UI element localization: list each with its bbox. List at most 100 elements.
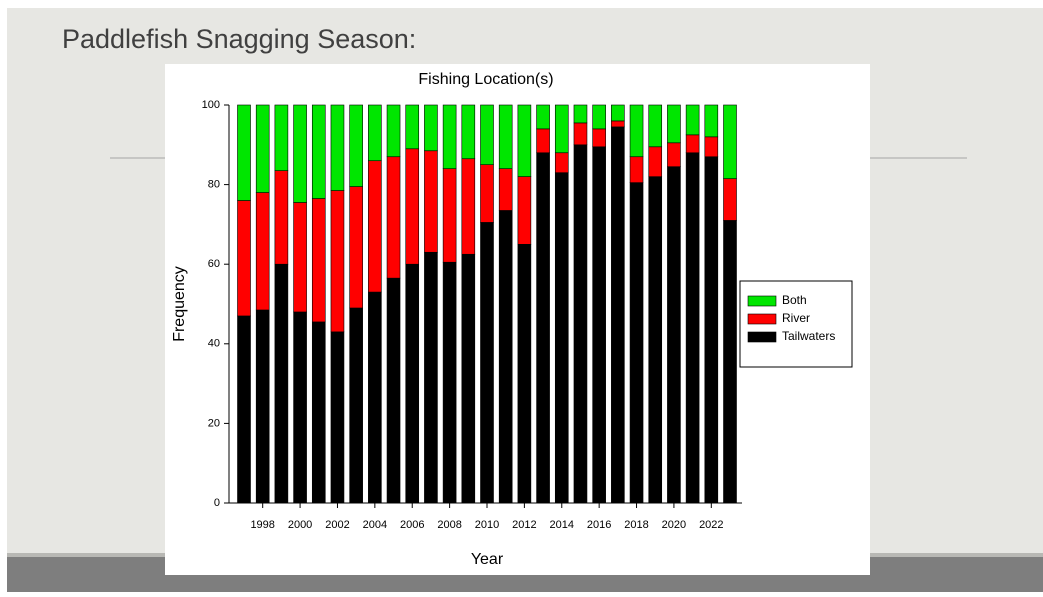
bar-segment (386, 156, 401, 279)
bar-segment (536, 104, 550, 130)
slide-title: Paddlefish Snagging Season: (62, 24, 416, 54)
x-tick-label: 2014 (550, 519, 574, 531)
bar-segment (573, 104, 588, 124)
bar-segment (685, 152, 700, 504)
bar-segment (461, 104, 476, 160)
bar-segment (498, 104, 513, 169)
bar-segment (554, 152, 569, 173)
bar-segment (685, 104, 700, 136)
bar-segment (330, 104, 345, 191)
bar-segment (573, 122, 588, 146)
bar-segment (536, 152, 550, 504)
bar-segment (424, 251, 438, 504)
x-tick-label: 2018 (624, 519, 648, 531)
bar-segment (368, 104, 382, 162)
bar-segment (386, 104, 401, 158)
bar-segment (517, 104, 532, 177)
bar-segment (498, 168, 513, 211)
bar-segment (704, 156, 719, 504)
chart-title: Fishing Location(s) (418, 71, 553, 88)
bar-segment (293, 311, 307, 504)
bar-segment (255, 309, 270, 504)
bar-segment (480, 222, 494, 504)
y-tick-label: 60 (208, 258, 220, 270)
x-tick-label: 2016 (587, 519, 611, 531)
bar-segment (386, 277, 401, 504)
bar-segment (405, 104, 420, 150)
x-tick-label: 2012 (512, 519, 536, 531)
x-tick-label: 2022 (699, 519, 723, 531)
y-axis-label: Frequency (171, 266, 188, 342)
bar-segment (611, 104, 625, 122)
bar-segment (723, 220, 737, 504)
legend-swatch (747, 331, 777, 343)
bar-segment (368, 160, 382, 293)
bar-segment (237, 315, 251, 504)
bar-segment (255, 192, 270, 311)
bar-segment (629, 182, 644, 504)
legend-label: Both (782, 293, 807, 307)
bar-segment (405, 263, 420, 504)
bar-segment (629, 104, 644, 158)
bar-segment (667, 142, 681, 167)
x-tick-label: 2020 (662, 519, 686, 531)
bar-segment (330, 331, 345, 504)
x-tick-label: 2008 (437, 519, 461, 531)
bar-segment (442, 104, 457, 169)
bar-segment (311, 198, 326, 323)
bar-segment (592, 128, 606, 148)
x-tick-label: 2000 (288, 519, 312, 531)
bar-segment (704, 136, 719, 158)
bar-segment (424, 104, 438, 152)
bar-segment (723, 104, 737, 179)
bar-segment (349, 186, 363, 309)
bar-segment (498, 210, 513, 504)
bar-segment (311, 321, 326, 504)
bar-segment (592, 104, 606, 130)
legend-label: River (782, 311, 810, 325)
bar-segment (517, 176, 532, 245)
bar-segment (293, 202, 307, 313)
bar-segment (667, 166, 681, 504)
bar-segment (293, 104, 307, 203)
bar-segment (349, 307, 363, 504)
bar-segment (611, 120, 625, 128)
x-tick-label: 2010 (475, 519, 499, 531)
x-tick-label: 2004 (363, 519, 387, 531)
y-tick-label: 20 (208, 417, 220, 429)
y-tick-label: 100 (202, 99, 220, 111)
legend-swatch (747, 313, 777, 325)
bar-segment (685, 134, 700, 154)
bar-segment (648, 176, 663, 504)
bar-segment (311, 104, 326, 199)
y-tick-label: 80 (208, 179, 220, 191)
bar-segment (405, 148, 420, 265)
bar-segment (648, 146, 663, 177)
bar-segment (237, 104, 251, 201)
bar-segment (573, 144, 588, 504)
bar-segment (667, 104, 681, 144)
bar-segment (480, 164, 494, 223)
bar-segment (274, 263, 289, 504)
x-tick-label: 1998 (250, 519, 274, 531)
bar-segment (274, 104, 289, 171)
x-axis-label: Year (471, 551, 504, 568)
bar-segment (554, 104, 569, 154)
x-tick-label: 2006 (400, 519, 424, 531)
bar-segment (648, 104, 663, 148)
legend-swatch (747, 295, 777, 307)
bar-segment (368, 291, 382, 504)
bar-segment (723, 178, 737, 221)
bar-segment (461, 253, 476, 504)
bar-segment (480, 104, 494, 166)
bar-segment (629, 156, 644, 183)
bar-segment (442, 261, 457, 504)
bar-segment (274, 170, 289, 265)
bar-segment (611, 126, 625, 504)
bar-segment (592, 146, 606, 504)
bar-segment (349, 104, 363, 187)
bar-segment (237, 200, 251, 317)
bar-segment (424, 150, 438, 253)
y-tick-label: 40 (208, 338, 220, 350)
